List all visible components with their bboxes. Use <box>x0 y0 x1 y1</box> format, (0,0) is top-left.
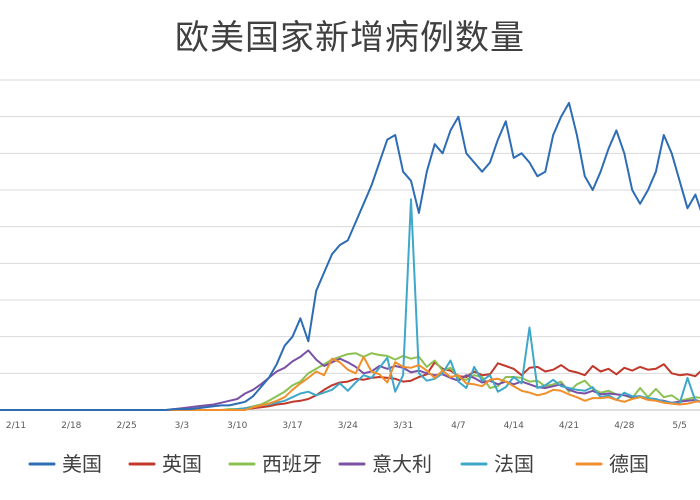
legend-item: 法国 <box>460 452 534 476</box>
chart-title: 欧美国家新增病例数量 <box>175 18 525 58</box>
series-lines <box>0 101 700 411</box>
series-line <box>0 355 700 411</box>
series-line <box>0 198 700 411</box>
legend-item: 英国 <box>128 452 202 476</box>
x-tick-label: 2/11 <box>6 421 26 431</box>
series-line <box>0 361 700 411</box>
x-axis-ticks: 2/11 2/18 2/25 3/3 3/10 3/17 3/24 3/31 4/7 4/14 4/… <box>6 421 687 431</box>
x-tick-label: 3/3 <box>175 421 189 431</box>
x-tick-label: 2/25 <box>116 421 136 431</box>
legend-label: 德国 <box>609 452 649 476</box>
x-tick-label: 5/5 <box>672 421 686 431</box>
gridlines <box>0 79 700 411</box>
legend: 美国 英国 西班牙 意大利 法国 德国 <box>28 452 649 476</box>
legend-label: 法国 <box>494 452 534 476</box>
x-tick-label: 4/21 <box>559 421 579 431</box>
legend-item: 意大利 <box>338 452 432 476</box>
legend-label: 美国 <box>62 452 102 476</box>
x-tick-label: 4/7 <box>451 421 465 431</box>
legend-item: 德国 <box>575 452 649 476</box>
x-tick-label: 3/24 <box>338 421 358 431</box>
legend-label: 英国 <box>162 452 202 476</box>
x-tick-label: 3/10 <box>227 421 247 431</box>
x-tick-label: 4/28 <box>614 421 634 431</box>
x-tick-label: 3/17 <box>282 421 302 431</box>
legend-item: 西班牙 <box>228 452 322 476</box>
legend-label: 西班牙 <box>262 452 322 476</box>
legend-label: 意大利 <box>372 452 432 476</box>
x-tick-label: 4/14 <box>504 421 524 431</box>
x-tick-label: 2/18 <box>61 421 81 431</box>
legend-item: 美国 <box>28 452 102 476</box>
series-line <box>0 101 700 411</box>
x-tick-label: 3/31 <box>393 421 413 431</box>
